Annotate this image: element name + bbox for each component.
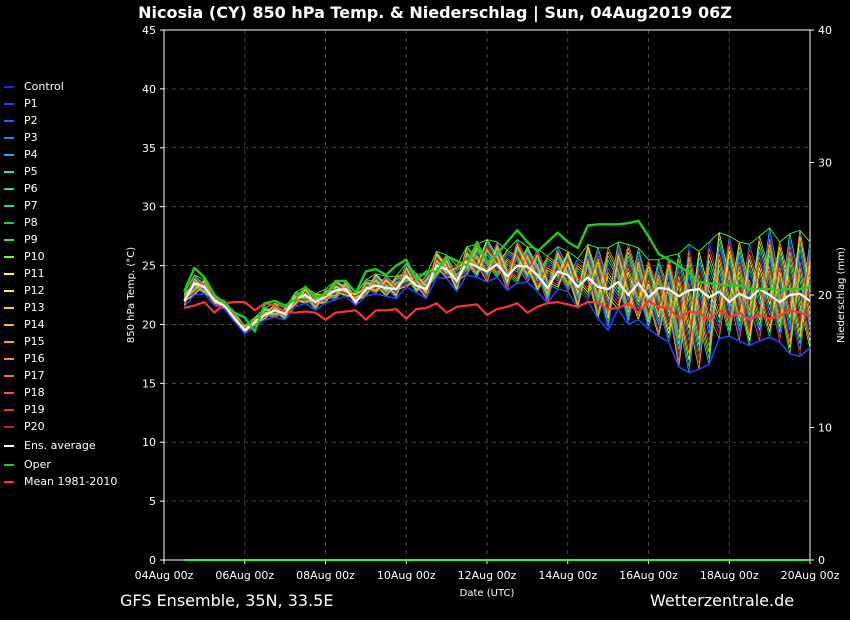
y-tick-label: 5 bbox=[149, 495, 156, 508]
ensemble-average-line bbox=[183, 260, 811, 332]
lowest-member-line bbox=[183, 274, 811, 374]
legend-label: P10 bbox=[24, 250, 45, 263]
y-tick-label: 35 bbox=[142, 142, 156, 155]
legend-label: P4 bbox=[24, 148, 38, 161]
x-tick-label: 04Aug 00z bbox=[135, 569, 194, 582]
x-tick-label: 12Aug 00z bbox=[458, 569, 517, 582]
x-tick-label: 18Aug 00z bbox=[700, 569, 759, 582]
legend-label: P14 bbox=[24, 318, 45, 331]
x-tick-label: 14Aug 00z bbox=[538, 569, 597, 582]
climate-mean-line bbox=[183, 299, 811, 321]
x-axis-label: Date (UTC) bbox=[460, 588, 515, 599]
y-tick-label: 25 bbox=[142, 260, 156, 273]
legend-label: P15 bbox=[24, 335, 45, 348]
legend-label: P16 bbox=[24, 352, 45, 365]
series-group bbox=[183, 219, 811, 561]
legend-label: Control bbox=[24, 80, 64, 93]
legend-label: P1 bbox=[24, 97, 38, 110]
x-tick-label: 16Aug 00z bbox=[619, 569, 678, 582]
y-tick-label: 45 bbox=[142, 24, 156, 37]
oper-line bbox=[183, 219, 811, 333]
y-tick-label: 15 bbox=[142, 377, 156, 390]
legend-label: P19 bbox=[24, 403, 45, 416]
footer-site: Wetterzentrale.de bbox=[650, 591, 794, 610]
legend-label: Ens. average bbox=[24, 439, 96, 452]
member-line-p18 bbox=[183, 243, 811, 362]
y-tick-label: 40 bbox=[142, 83, 156, 96]
y-tick-label: 30 bbox=[142, 201, 156, 214]
legend-label: P18 bbox=[24, 386, 45, 399]
legend-label: P7 bbox=[24, 199, 38, 212]
footer-source: GFS Ensemble, 35N, 33.5E bbox=[120, 591, 333, 610]
legend-label: P9 bbox=[24, 233, 38, 246]
y2-axis-label: Niederschlag (mm) bbox=[836, 247, 847, 343]
legend-label: P2 bbox=[24, 114, 38, 127]
y2-tick-label: 10 bbox=[818, 422, 832, 435]
chart-title: Nicosia (CY) 850 hPa Temp. & Niederschla… bbox=[138, 3, 732, 23]
x-tick-label: 20Aug 00z bbox=[781, 569, 840, 582]
legend-label: P6 bbox=[24, 182, 38, 195]
x-tick-label: 06Aug 00z bbox=[215, 569, 274, 582]
legend-label: P3 bbox=[24, 131, 38, 144]
legend-label: P11 bbox=[24, 267, 45, 280]
legend-label: P20 bbox=[24, 420, 45, 433]
y2-tick-label: 20 bbox=[818, 289, 832, 302]
y2-tick-label: 0 bbox=[818, 554, 825, 567]
y2-tick-label: 40 bbox=[818, 24, 832, 37]
legend-label: Mean 1981-2010 bbox=[24, 475, 117, 488]
legend-label: P13 bbox=[24, 301, 45, 314]
legend-label: Oper bbox=[24, 458, 51, 471]
legend-label: P5 bbox=[24, 165, 38, 178]
y-axis-right: 0 10 20 30 40 bbox=[810, 24, 832, 567]
x-tick-label: 10Aug 00z bbox=[377, 569, 436, 582]
y-tick-label: 20 bbox=[142, 318, 156, 331]
y-axis-left: 0 5 10 15 20 25 30 35 40 45 bbox=[142, 24, 164, 567]
y2-tick-label: 30 bbox=[818, 157, 832, 170]
x-tick-label: 08Aug 00z bbox=[296, 569, 355, 582]
x-axis: 04Aug 00z 06Aug 00z 08Aug 00z 10Aug 00z 12Au… bbox=[135, 560, 840, 582]
y-tick-label: 10 bbox=[142, 436, 156, 449]
y-tick-label: 0 bbox=[149, 554, 156, 567]
y-axis-label: 850 hPa Temp. (°C) bbox=[126, 247, 137, 343]
legend: Control P1 P2 P3 P4 P5 P6 P7 P8 P9 P10 P11 P12 P13 P14… bbox=[4, 80, 117, 488]
legend-label: P8 bbox=[24, 216, 38, 229]
legend-label: P17 bbox=[24, 369, 45, 382]
legend-label: P12 bbox=[24, 284, 45, 297]
member-line-p10 bbox=[183, 240, 811, 349]
